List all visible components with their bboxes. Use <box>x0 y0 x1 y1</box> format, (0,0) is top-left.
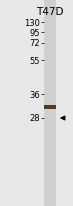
Text: 72: 72 <box>29 39 40 48</box>
Text: 28: 28 <box>29 114 40 123</box>
Text: 95: 95 <box>29 28 40 37</box>
Text: T47D: T47D <box>36 7 64 17</box>
Text: 36: 36 <box>29 90 40 99</box>
Text: 55: 55 <box>29 56 40 65</box>
Bar <box>44 106 56 109</box>
Bar <box>44 0 56 206</box>
Text: 130: 130 <box>24 18 40 27</box>
